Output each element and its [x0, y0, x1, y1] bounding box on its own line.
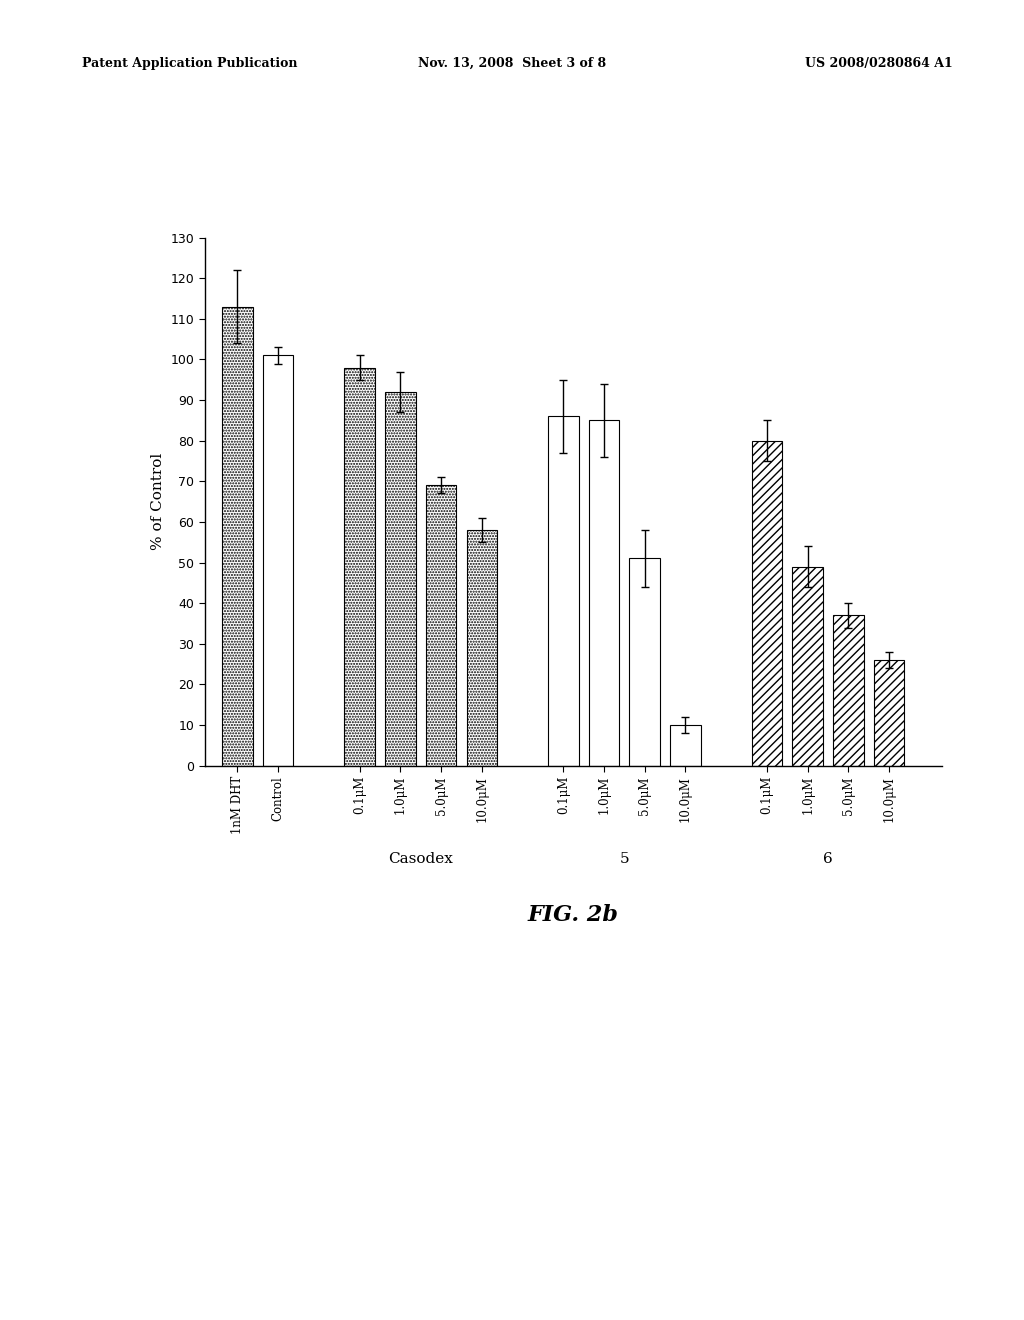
Text: Casodex: Casodex — [388, 851, 454, 866]
Text: US 2008/0280864 A1: US 2008/0280864 A1 — [805, 57, 952, 70]
Bar — [426, 486, 457, 766]
Y-axis label: % of Control: % of Control — [151, 453, 165, 550]
Bar — [873, 660, 904, 766]
Bar — [752, 441, 782, 766]
Bar — [344, 367, 375, 766]
Bar — [263, 355, 294, 766]
Text: 5: 5 — [620, 851, 629, 866]
Text: FIG. 2b: FIG. 2b — [528, 904, 618, 927]
Bar — [385, 392, 416, 766]
Text: 6: 6 — [823, 851, 833, 866]
Bar — [793, 566, 823, 766]
Bar — [589, 420, 620, 766]
Bar — [548, 416, 579, 766]
Bar — [670, 725, 700, 766]
Bar — [630, 558, 660, 766]
Bar — [834, 615, 863, 766]
Bar — [467, 531, 497, 766]
Text: Nov. 13, 2008  Sheet 3 of 8: Nov. 13, 2008 Sheet 3 of 8 — [418, 57, 606, 70]
Text: Patent Application Publication: Patent Application Publication — [82, 57, 297, 70]
Bar — [222, 306, 253, 766]
